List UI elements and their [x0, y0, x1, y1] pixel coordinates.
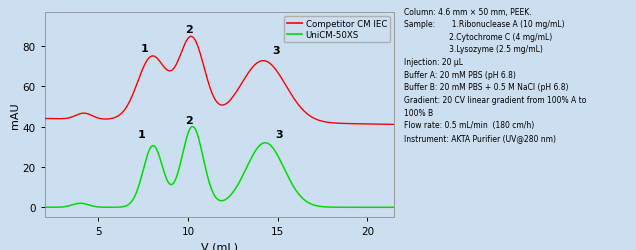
Text: 2: 2: [185, 25, 193, 34]
Y-axis label: mAU: mAU: [10, 102, 20, 128]
Text: Column: 4.6 mm × 50 mm, PEEK.
Sample:       1.Ribonuclease A (10 mg/mL)
        : Column: 4.6 mm × 50 mm, PEEK. Sample: 1.…: [404, 8, 586, 142]
Text: 1: 1: [137, 129, 145, 139]
Text: 1: 1: [140, 44, 148, 54]
Legend: Competitor CM IEC, UniCM-50XS: Competitor CM IEC, UniCM-50XS: [284, 17, 390, 43]
X-axis label: V (mL): V (mL): [201, 242, 238, 250]
Text: 3: 3: [272, 46, 280, 56]
Text: 2: 2: [185, 115, 193, 125]
Text: 3: 3: [275, 129, 283, 139]
